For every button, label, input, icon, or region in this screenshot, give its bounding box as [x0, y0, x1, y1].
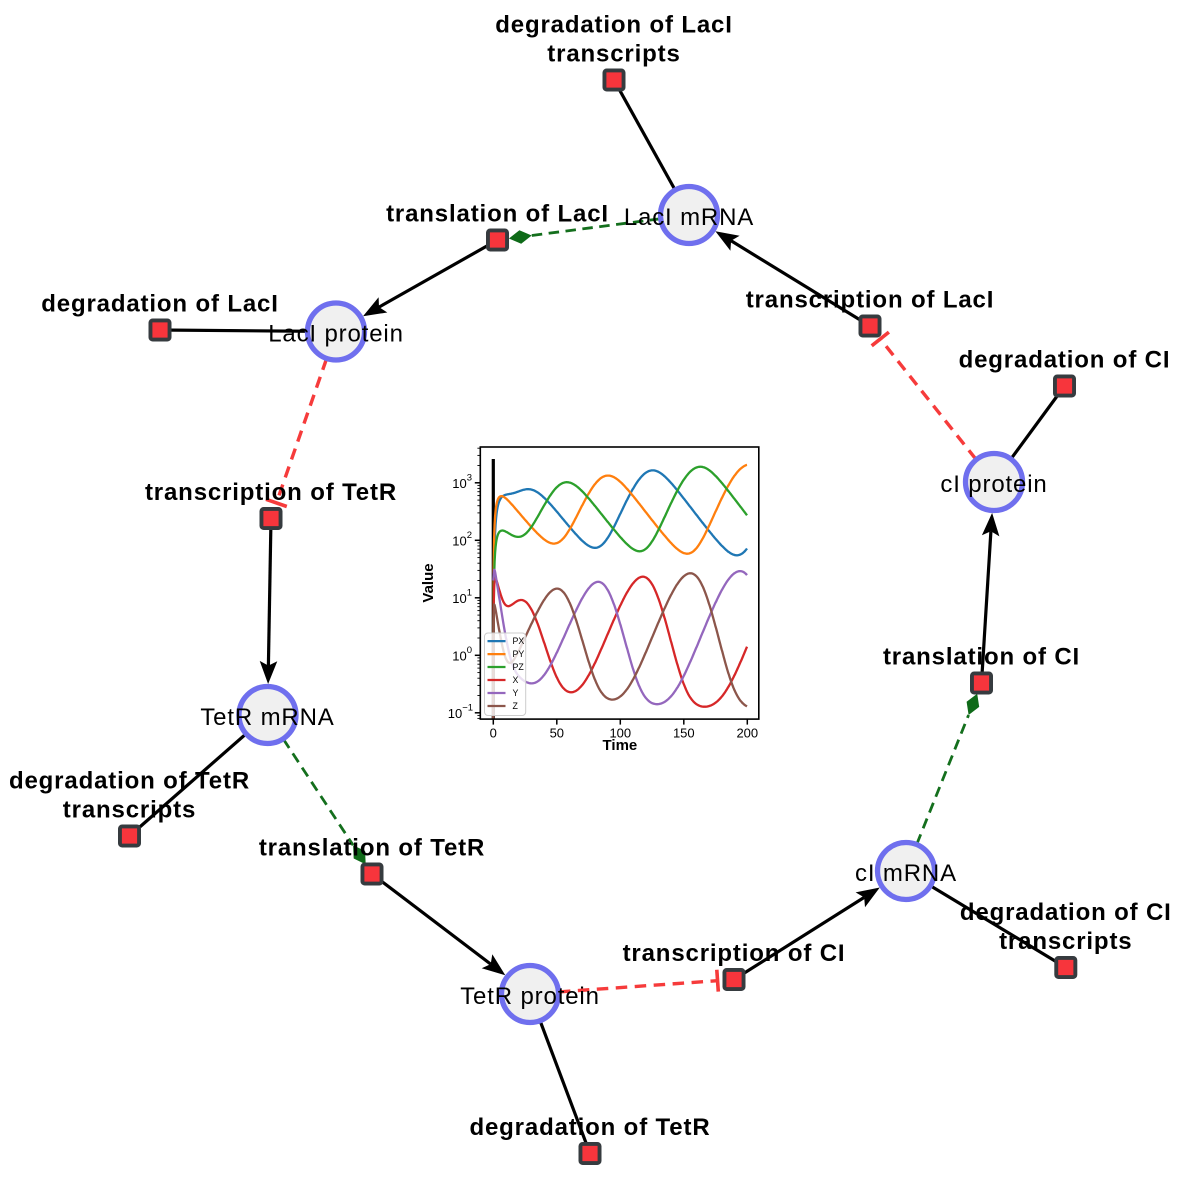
svg-text:200: 200: [736, 725, 758, 740]
svg-text:100: 100: [609, 725, 631, 740]
svg-text:cI mRNA: cI mRNA: [855, 860, 957, 887]
svg-text:PZ: PZ: [513, 662, 525, 672]
svg-text:10: 10: [452, 476, 466, 491]
svg-text:transcription of LacI: transcription of LacI: [746, 286, 995, 313]
svg-text:2: 2: [467, 530, 472, 541]
svg-text:10: 10: [452, 591, 466, 606]
svg-text:0: 0: [467, 645, 472, 656]
svg-text:TetR protein: TetR protein: [460, 983, 600, 1010]
svg-text:−1: −1: [462, 702, 473, 713]
svg-text:transcription of CI: transcription of CI: [623, 940, 846, 967]
svg-text:0: 0: [490, 725, 497, 740]
svg-text:Time: Time: [603, 737, 638, 754]
svg-text:degradation of CI: degradation of CI: [960, 899, 1172, 926]
svg-text:PX: PX: [513, 636, 525, 646]
svg-text:10: 10: [452, 533, 466, 548]
svg-text:LacI mRNA: LacI mRNA: [624, 204, 754, 231]
svg-text:transcripts: transcripts: [999, 928, 1132, 955]
svg-text:PY: PY: [513, 649, 525, 659]
svg-text:10: 10: [448, 706, 462, 721]
svg-text:1: 1: [467, 587, 472, 598]
svg-text:cI protein: cI protein: [940, 471, 1047, 498]
svg-text:10: 10: [452, 648, 466, 663]
svg-text:translation of CI: translation of CI: [883, 643, 1080, 670]
svg-text:X: X: [513, 675, 519, 685]
svg-text:transcripts: transcripts: [63, 796, 196, 823]
svg-text:degradation of CI: degradation of CI: [959, 346, 1171, 373]
svg-text:Z: Z: [513, 701, 519, 711]
svg-text:50: 50: [550, 725, 564, 740]
svg-text:Value: Value: [420, 563, 437, 602]
svg-text:translation of LacI: translation of LacI: [386, 200, 609, 227]
svg-text:TetR mRNA: TetR mRNA: [200, 704, 334, 731]
svg-text:150: 150: [673, 725, 695, 740]
svg-text:degradation of LacI: degradation of LacI: [495, 11, 733, 38]
svg-text:3: 3: [467, 472, 472, 483]
svg-text:Y: Y: [513, 688, 519, 698]
svg-text:transcription of TetR: transcription of TetR: [145, 479, 397, 506]
svg-text:LacI protein: LacI protein: [268, 321, 404, 348]
svg-text:degradation of TetR: degradation of TetR: [469, 1114, 710, 1141]
svg-text:degradation of LacI: degradation of LacI: [41, 290, 279, 317]
svg-text:translation of TetR: translation of TetR: [259, 834, 485, 861]
svg-text:transcripts: transcripts: [547, 40, 680, 67]
svg-text:degradation of TetR: degradation of TetR: [9, 767, 250, 794]
